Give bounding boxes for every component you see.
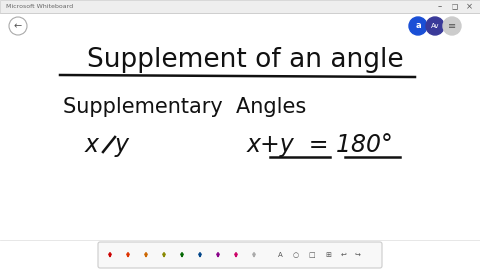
Text: x+y  = 180°: x+y = 180°: [247, 133, 394, 157]
Text: Supplement of an angle: Supplement of an angle: [87, 47, 403, 73]
Text: ❑: ❑: [452, 4, 458, 9]
Text: ×: ×: [466, 2, 472, 11]
Text: ←: ←: [14, 21, 22, 31]
Text: ≡: ≡: [448, 21, 456, 31]
Text: a: a: [415, 22, 421, 31]
FancyBboxPatch shape: [0, 0, 480, 13]
Circle shape: [409, 17, 427, 35]
Text: ○: ○: [293, 252, 299, 258]
Text: A: A: [277, 252, 282, 258]
Text: x: x: [85, 133, 99, 157]
Text: y: y: [115, 133, 129, 157]
Text: □: □: [309, 252, 315, 258]
Text: Supplementary  Angles: Supplementary Angles: [63, 97, 307, 117]
Text: Microsoft Whiteboard: Microsoft Whiteboard: [6, 4, 73, 9]
Circle shape: [9, 17, 27, 35]
FancyBboxPatch shape: [98, 242, 382, 268]
Text: Av: Av: [431, 23, 439, 29]
Circle shape: [426, 17, 444, 35]
Text: ↩: ↩: [341, 252, 347, 258]
Text: –: –: [438, 2, 442, 11]
Circle shape: [443, 17, 461, 35]
Text: ↪: ↪: [355, 252, 361, 258]
Text: ⊞: ⊞: [325, 252, 331, 258]
